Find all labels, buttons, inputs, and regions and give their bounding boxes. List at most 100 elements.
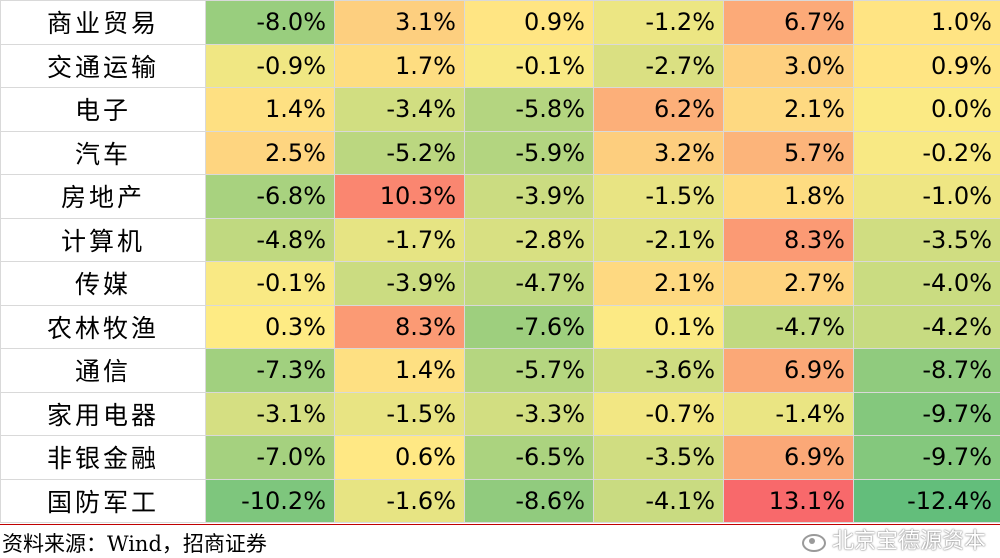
heatmap-cell: -10.2% [206,479,335,523]
heatmap-cell: -3.9% [335,262,465,306]
heatmap-cell: -4.7% [465,262,594,306]
heatmap-cell: -3.3% [465,392,594,436]
heatmap-cell: -1.7% [335,218,465,262]
heatmap-table: 商业贸易-8.0%3.1%0.9%-1.2%6.7%1.0%交通运输-0.9%1… [0,0,1000,523]
watermark-text: 北京宝德源资本 [832,523,986,555]
heatmap-cell: -0.9% [206,44,335,88]
heatmap-cell: -4.1% [594,479,724,523]
heatmap-cell: 6.9% [724,436,854,480]
heatmap-cell: 1.7% [335,44,465,88]
heatmap-cell: 2.5% [206,131,335,175]
heatmap-cell: -2.8% [465,218,594,262]
row-label: 非银金融 [1,436,206,480]
heatmap-cell: -7.6% [465,305,594,349]
heatmap-row: 商业贸易-8.0%3.1%0.9%-1.2%6.7%1.0% [1,1,1000,45]
heatmap-cell: -3.5% [854,218,1000,262]
row-label: 房地产 [1,175,206,219]
heatmap-cell: -4.0% [854,262,1000,306]
heatmap-cell: -8.7% [854,349,1000,393]
heatmap-cell: -3.1% [206,392,335,436]
heatmap-cell: 2.1% [594,262,724,306]
heatmap-cell: -2.7% [594,44,724,88]
heatmap-cell: 0.6% [335,436,465,480]
heatmap-cell: -5.7% [465,349,594,393]
heatmap-cell: -1.6% [335,479,465,523]
heatmap-row: 国防军工-10.2%-1.6%-8.6%-4.1%13.1%-12.4% [1,479,1000,523]
heatmap-cell: 6.7% [724,1,854,45]
heatmap-cell: -0.7% [594,392,724,436]
row-label: 电子 [1,88,206,132]
heatmap-cell: 0.3% [206,305,335,349]
heatmap-cell: -9.7% [854,392,1000,436]
heatmap-cell: -3.5% [594,436,724,480]
heatmap-cell: 6.9% [724,349,854,393]
heatmap-cell: 3.0% [724,44,854,88]
heatmap-row: 房地产-6.8%10.3%-3.9%-1.5%1.8%-1.0% [1,175,1000,219]
heatmap-body: 商业贸易-8.0%3.1%0.9%-1.2%6.7%1.0%交通运输-0.9%1… [1,1,1000,523]
heatmap-cell: -2.1% [594,218,724,262]
heatmap-cell: 3.1% [335,1,465,45]
heatmap-cell: -4.7% [724,305,854,349]
heatmap-cell: -0.1% [206,262,335,306]
heatmap-cell: -4.8% [206,218,335,262]
heatmap-row: 交通运输-0.9%1.7%-0.1%-2.7%3.0%0.9% [1,44,1000,88]
row-label: 交通运输 [1,44,206,88]
heatmap-cell: 13.1% [724,479,854,523]
heatmap-cell: 8.3% [335,305,465,349]
heatmap-cell: -9.7% [854,436,1000,480]
heatmap-cell: 1.8% [724,175,854,219]
heatmap-cell: -6.5% [465,436,594,480]
weibo-icon [798,527,828,551]
heatmap-cell: -0.1% [465,44,594,88]
row-label: 通信 [1,349,206,393]
heatmap-cell: 8.3% [724,218,854,262]
heatmap-cell: -3.6% [594,349,724,393]
heatmap-cell: 6.2% [594,88,724,132]
heatmap-cell: 5.7% [724,131,854,175]
heatmap-cell: -1.5% [335,392,465,436]
heatmap-cell: -7.0% [206,436,335,480]
heatmap-row: 非银金融-7.0%0.6%-6.5%-3.5%6.9%-9.7% [1,436,1000,480]
heatmap-row: 计算机-4.8%-1.7%-2.8%-2.1%8.3%-3.5% [1,218,1000,262]
heatmap-cell: -0.2% [854,131,1000,175]
heatmap-cell: 2.1% [724,88,854,132]
watermark: 北京宝德源资本 [798,523,986,555]
heatmap-cell: 0.9% [854,44,1000,88]
heatmap-cell: -5.2% [335,131,465,175]
heatmap-cell: -6.8% [206,175,335,219]
row-label: 农林牧渔 [1,305,206,349]
row-label: 汽车 [1,131,206,175]
heatmap-cell: 1.4% [335,349,465,393]
heatmap-row: 通信-7.3%1.4%-5.7%-3.6%6.9%-8.7% [1,349,1000,393]
heatmap-cell: 3.2% [594,131,724,175]
heatmap-cell: -8.6% [465,479,594,523]
heatmap-cell: 10.3% [335,175,465,219]
source-note: 资料来源：Wind，招商证券 [2,528,267,558]
heatmap-cell: -1.0% [854,175,1000,219]
heatmap-cell: -5.9% [465,131,594,175]
heatmap-row: 传媒-0.1%-3.9%-4.7%2.1%2.7%-4.0% [1,262,1000,306]
heatmap-cell: -1.5% [594,175,724,219]
heatmap-cell: -3.9% [465,175,594,219]
heatmap-cell: -3.4% [335,88,465,132]
heatmap-cell: 0.1% [594,305,724,349]
heatmap-cell: -7.3% [206,349,335,393]
row-label: 家用电器 [1,392,206,436]
heatmap-cell: 2.7% [724,262,854,306]
heatmap-row: 家用电器-3.1%-1.5%-3.3%-0.7%-1.4%-9.7% [1,392,1000,436]
heatmap-cell: -1.2% [594,1,724,45]
heatmap-cell: 0.0% [854,88,1000,132]
row-label: 商业贸易 [1,1,206,45]
heatmap-cell: -12.4% [854,479,1000,523]
heatmap-cell: 0.9% [465,1,594,45]
row-label: 传媒 [1,262,206,306]
heatmap-cell: -1.4% [724,392,854,436]
heatmap-cell: 1.4% [206,88,335,132]
heatmap-cell: -8.0% [206,1,335,45]
row-label: 国防军工 [1,479,206,523]
heatmap-cell: -4.2% [854,305,1000,349]
heatmap-cell: -5.8% [465,88,594,132]
